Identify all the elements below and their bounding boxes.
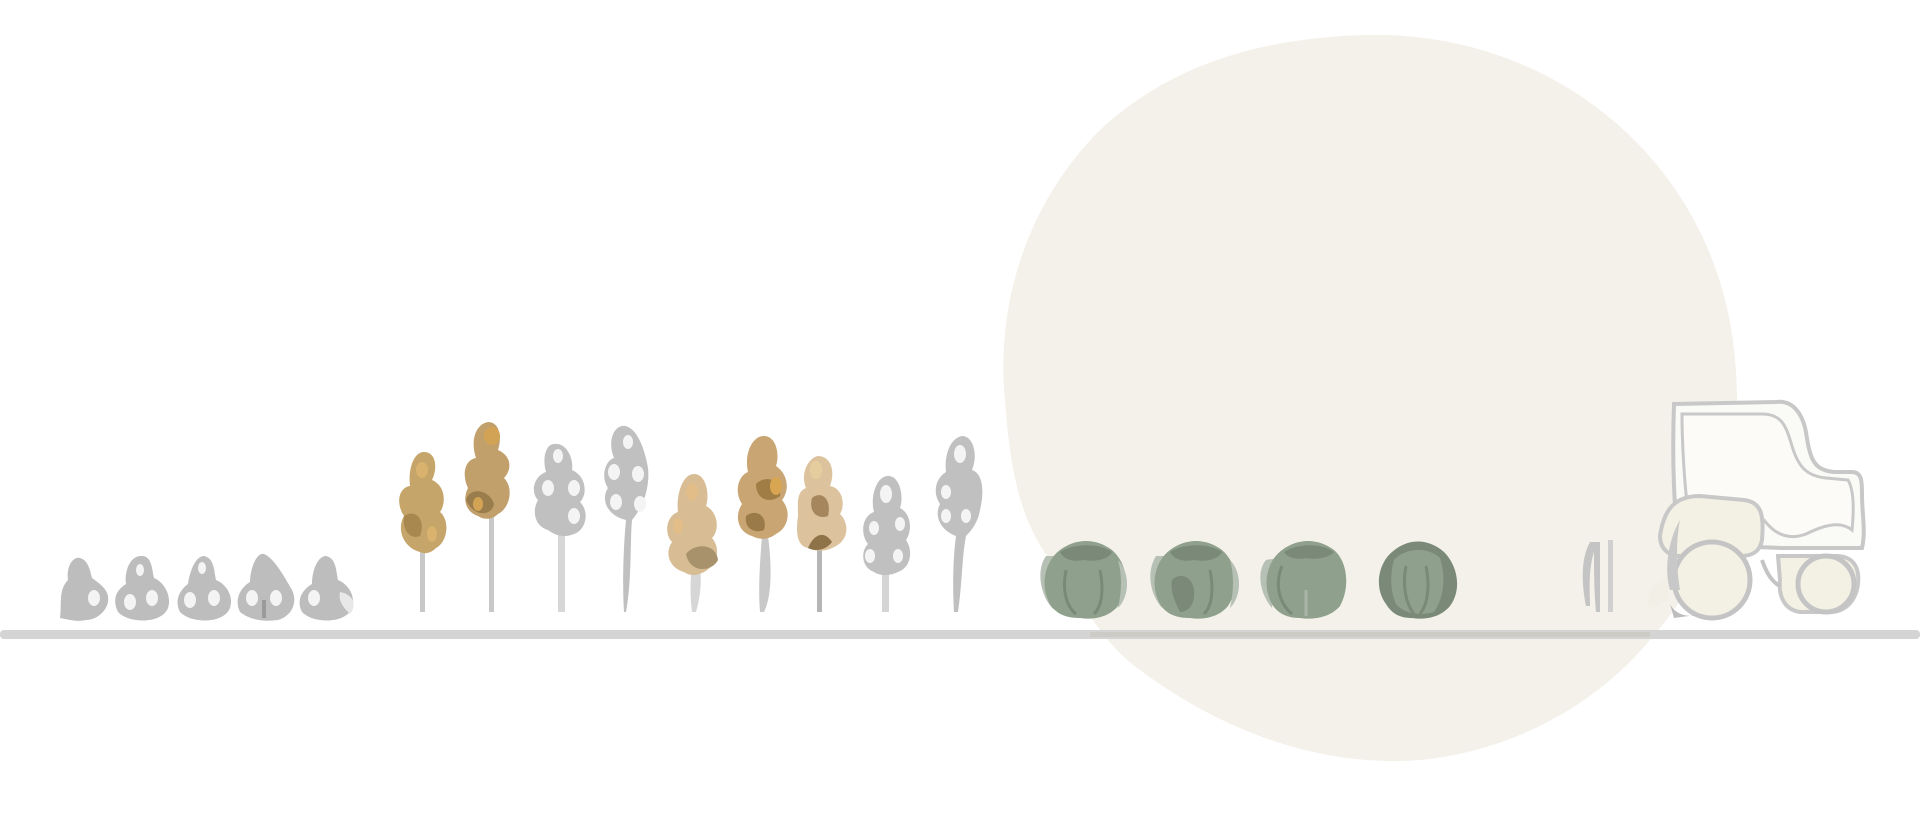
tree-icon bbox=[604, 425, 649, 612]
ground-shadow bbox=[1090, 632, 1650, 637]
shrub-spot bbox=[184, 592, 196, 608]
shrub-spot bbox=[88, 590, 100, 606]
shrubs-group bbox=[60, 553, 354, 621]
tractor-icon bbox=[1648, 399, 1866, 621]
fence-post-icon bbox=[1608, 540, 1613, 612]
shrub-icon bbox=[60, 557, 109, 621]
tree-icon bbox=[399, 452, 447, 612]
tree-icon bbox=[533, 443, 586, 612]
cabbage-icon bbox=[1378, 541, 1458, 619]
shrub-spot bbox=[136, 564, 144, 576]
cabbages-group bbox=[1040, 541, 1458, 619]
shrub-spot bbox=[146, 590, 158, 606]
tree-icon bbox=[797, 456, 847, 612]
shrub-spot bbox=[246, 590, 258, 606]
tree-icon bbox=[935, 436, 983, 612]
shrub-highlight bbox=[339, 592, 354, 614]
shrub-spot bbox=[308, 590, 320, 606]
cabbage-icon bbox=[1040, 541, 1127, 619]
shrub-icon bbox=[299, 556, 354, 621]
shrub-stem bbox=[262, 600, 266, 618]
trees-group bbox=[399, 422, 983, 612]
tree-icon bbox=[863, 476, 911, 612]
tree-icon bbox=[737, 436, 788, 612]
fence-group bbox=[1582, 540, 1613, 612]
shrub-spot bbox=[270, 590, 282, 606]
cabbage-icon bbox=[1260, 541, 1347, 619]
tree-icon bbox=[667, 474, 718, 612]
tree-icon bbox=[464, 422, 510, 612]
shrub-spot bbox=[208, 590, 220, 606]
shrub-spot bbox=[124, 594, 136, 610]
sun-circle bbox=[1003, 34, 1738, 762]
fence-post-icon bbox=[1582, 542, 1600, 612]
cabbage-icon bbox=[1150, 541, 1239, 619]
shrub-spot bbox=[198, 562, 206, 574]
